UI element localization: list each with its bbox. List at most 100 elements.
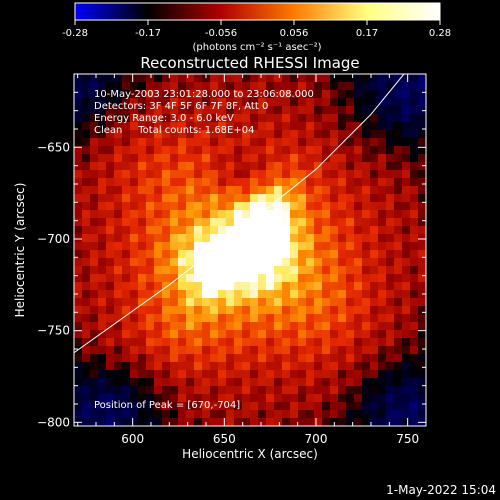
heatmap-cell [274, 330, 283, 339]
heatmap-cell [266, 410, 275, 419]
heatmap-cell [154, 90, 163, 99]
heatmap-cell [386, 154, 395, 163]
heatmap-cell [90, 338, 99, 347]
heatmap-cell [362, 338, 371, 347]
heatmap-cell [410, 146, 419, 155]
heatmap-cell [130, 154, 139, 163]
heatmap-cell [170, 154, 179, 163]
heatmap-cell [250, 202, 259, 211]
heatmap-cell [314, 202, 323, 211]
heatmap-cell [90, 154, 99, 163]
heatmap-cell [234, 314, 243, 323]
heatmap-cell [90, 274, 99, 283]
heatmap-cell [186, 162, 195, 171]
heatmap-cell [194, 402, 203, 411]
heatmap-cell [202, 122, 211, 131]
heatmap-cell [162, 234, 171, 243]
heatmap-cell [194, 322, 203, 331]
heatmap-cell [322, 114, 331, 123]
heatmap-cell [402, 338, 411, 347]
heatmap-cell [202, 306, 211, 315]
heatmap-cell [290, 410, 299, 419]
heatmap-cell [242, 226, 251, 235]
heatmap-cell [210, 170, 219, 179]
info-line-time: 10-May-2003 23:01:28.000 to 23:06:08.000 [94, 89, 314, 100]
heatmap-cell [82, 402, 91, 411]
heatmap-cell [394, 370, 403, 379]
heatmap-cell [282, 386, 291, 395]
heatmap-cell [202, 298, 211, 307]
heatmap-cell [394, 234, 403, 243]
heatmap-cell [298, 298, 307, 307]
heatmap-cell [90, 314, 99, 323]
heatmap-cell [130, 378, 139, 387]
heatmap-cell [394, 306, 403, 315]
heatmap-cell [106, 370, 115, 379]
heatmap-cell [170, 306, 179, 315]
heatmap-cell [74, 122, 83, 131]
heatmap-cell [258, 138, 267, 147]
heatmap-cell [178, 274, 187, 283]
heatmap-cell [226, 362, 235, 371]
heatmap-cell [354, 250, 363, 259]
heatmap-cell [338, 170, 347, 179]
heatmap-cell [322, 354, 331, 363]
heatmap-cell [314, 186, 323, 195]
heatmap-cell [162, 418, 171, 426]
heatmap-cell [282, 394, 291, 403]
heatmap-cell [282, 234, 291, 243]
heatmap-cell [82, 394, 91, 403]
heatmap-cell [122, 74, 131, 83]
heatmap-cell [250, 170, 259, 179]
heatmap-cell [354, 410, 363, 419]
heatmap-cell [194, 394, 203, 403]
heatmap-cell [410, 202, 419, 211]
heatmap-cell [394, 138, 403, 147]
heatmap-cell [242, 346, 251, 355]
heatmap-cell [98, 146, 107, 155]
heatmap-cell [154, 210, 163, 219]
heatmap-cell [274, 402, 283, 411]
heatmap-cell [354, 226, 363, 235]
heatmap-cell [338, 346, 347, 355]
heatmap-cell [146, 386, 155, 395]
heatmap-cell [146, 138, 155, 147]
heatmap-cell [130, 194, 139, 203]
heatmap-cell [258, 314, 267, 323]
heatmap-cell [250, 218, 259, 227]
heatmap-cell [346, 346, 355, 355]
heatmap-cell [322, 186, 331, 195]
heatmap-cell [354, 266, 363, 275]
heatmap-cell [250, 394, 259, 403]
heatmap-cell [346, 122, 355, 131]
heatmap-cell [298, 378, 307, 387]
heatmap-cell [418, 162, 426, 171]
heatmap-cell [162, 146, 171, 155]
heatmap-cell [218, 410, 227, 419]
heatmap-cell [338, 274, 347, 283]
heatmap-cell [418, 122, 426, 131]
heatmap-cell [218, 130, 227, 139]
heatmap-cell [154, 394, 163, 403]
heatmap-cell [146, 226, 155, 235]
heatmap-cell [226, 410, 235, 419]
heatmap-cell [282, 274, 291, 283]
heatmap-cell [234, 338, 243, 347]
heatmap-cell [106, 202, 115, 211]
heatmap-cell [146, 354, 155, 363]
heatmap-cell [298, 394, 307, 403]
heatmap-cell [298, 386, 307, 395]
heatmap-cell [98, 194, 107, 203]
heatmap-cell [298, 98, 307, 107]
heatmap-cell [354, 330, 363, 339]
heatmap-cell [242, 178, 251, 187]
heatmap-cell [114, 402, 123, 411]
heatmap-cell [354, 130, 363, 139]
heatmap-cell [314, 122, 323, 131]
heatmap-cell [378, 82, 387, 91]
heatmap-cell [122, 82, 131, 91]
heatmap-cell [194, 74, 203, 83]
heatmap-cell [202, 330, 211, 339]
heatmap-cell [378, 162, 387, 171]
heatmap-cell [330, 170, 339, 179]
